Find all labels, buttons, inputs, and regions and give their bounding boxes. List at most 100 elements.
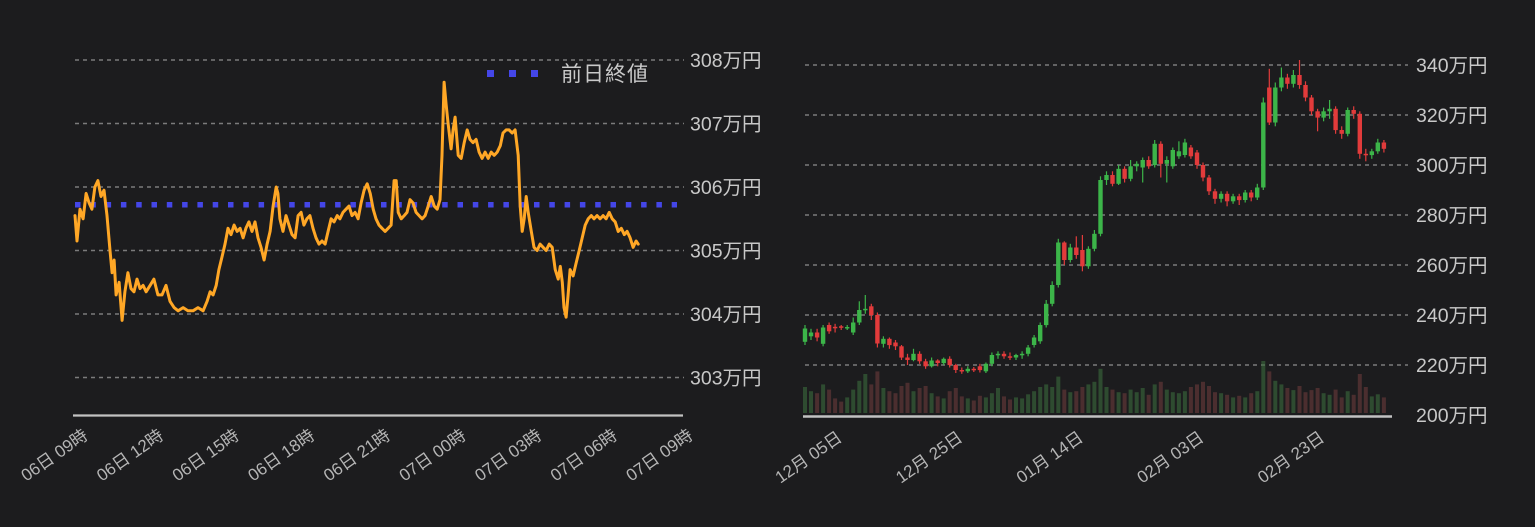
x-axis-label: 07日 00時 — [396, 426, 470, 485]
volume-bar — [1182, 391, 1187, 413]
x-axis-label: 06日 09時 — [18, 426, 92, 485]
volume-bar — [989, 393, 994, 413]
candle-body — [1369, 151, 1374, 156]
volume-bar — [875, 371, 880, 413]
volume-bar — [863, 374, 868, 413]
candle-body — [1321, 111, 1326, 118]
volume-bar — [1303, 392, 1308, 413]
candle-body — [911, 353, 916, 361]
volume-bar — [1375, 394, 1380, 413]
candle-body — [1327, 108, 1332, 112]
y-axis-label: 306万円 — [690, 177, 762, 199]
candle-body — [1116, 168, 1121, 184]
volume-bar — [1237, 395, 1242, 413]
volume-bar — [1176, 393, 1181, 413]
candle-body — [941, 358, 946, 364]
candle-body — [1333, 108, 1338, 131]
candle-body — [1098, 180, 1103, 234]
y-axis-label: 307万円 — [690, 114, 762, 136]
volume-bar — [1285, 388, 1290, 413]
candle-body — [929, 360, 934, 367]
volume-bar — [929, 393, 934, 413]
volume-bar — [1369, 396, 1374, 413]
x-axis-label: 07日 09時 — [623, 426, 697, 485]
y-axis-label: 200万円 — [1416, 405, 1488, 427]
volume-bar — [1255, 391, 1260, 413]
candle-body — [1224, 193, 1230, 202]
candle-body — [947, 358, 952, 366]
candle-body — [1025, 347, 1031, 354]
volume-bar — [1104, 387, 1109, 413]
candle-body — [1206, 177, 1212, 192]
candle-body — [887, 338, 892, 346]
volume-bar — [1164, 389, 1169, 413]
volume-bar — [1351, 394, 1356, 413]
volume-bar — [917, 388, 922, 413]
volume-bar — [839, 401, 844, 413]
candle-body — [1170, 150, 1175, 167]
candle-body — [1074, 247, 1079, 255]
candle-body — [1104, 175, 1109, 180]
candle-body — [845, 327, 850, 329]
volume-bar — [1068, 392, 1073, 413]
volume-bar — [1110, 389, 1115, 413]
candle-body — [863, 308, 868, 311]
candle-body — [971, 368, 976, 371]
volume-bar — [1249, 393, 1254, 413]
candle-body — [1001, 353, 1007, 357]
volume-bar — [1225, 394, 1230, 413]
volume-bar — [1056, 376, 1061, 413]
volume-bar — [947, 391, 952, 413]
candle-body — [1068, 247, 1073, 260]
y-axis-label: 304万円 — [690, 304, 762, 326]
volume-bar — [1363, 387, 1368, 413]
candle-body — [1062, 242, 1067, 260]
candle-body — [899, 346, 904, 358]
volume-bar — [1273, 380, 1278, 413]
volume-bar — [1339, 397, 1344, 413]
volume-bar — [857, 380, 862, 413]
volume-bar — [1321, 393, 1326, 413]
volume-bar — [851, 389, 856, 413]
candle-body — [1261, 102, 1266, 188]
candle-body — [1019, 353, 1025, 356]
candle-body — [965, 368, 970, 372]
candle-body — [1140, 160, 1145, 168]
candle-body — [1303, 85, 1308, 98]
volume-bar — [1080, 387, 1085, 413]
volume-bar — [1050, 387, 1055, 413]
candle-body — [1152, 143, 1157, 166]
candle-body — [1013, 355, 1019, 358]
volume-bar — [953, 388, 958, 413]
candle-body — [875, 315, 880, 344]
candle-body — [881, 338, 886, 344]
candle-body — [1273, 87, 1278, 123]
volume-bar — [905, 382, 910, 413]
volume-bar — [965, 398, 970, 413]
volume-bar — [815, 393, 820, 413]
prev-close-dotted-line-swatch — [487, 69, 539, 77]
candle-body — [1249, 192, 1254, 198]
volume-bar — [1381, 397, 1386, 413]
volume-bar — [827, 389, 832, 413]
volume-bar — [911, 391, 916, 413]
candle-body — [1182, 142, 1188, 155]
x-axis-label: 06日 18時 — [245, 426, 319, 485]
candle-body — [1092, 233, 1097, 249]
candle-body — [1297, 75, 1302, 85]
candle-body — [905, 357, 910, 360]
y-axis-label: 340万円 — [1416, 55, 1488, 77]
volume-bar — [1315, 388, 1320, 413]
y-axis-label: 280万円 — [1416, 205, 1488, 227]
volume-bar — [809, 391, 813, 413]
candle-body — [832, 326, 838, 329]
volume-bar — [983, 397, 988, 413]
candle-body — [1291, 75, 1296, 84]
candle-body — [1267, 87, 1272, 123]
candle-body — [995, 353, 1001, 356]
volume-bar — [959, 396, 964, 413]
candle-body — [1200, 165, 1206, 178]
x-axis-label: 12月 05日 — [772, 428, 846, 487]
volume-bar — [971, 400, 976, 413]
